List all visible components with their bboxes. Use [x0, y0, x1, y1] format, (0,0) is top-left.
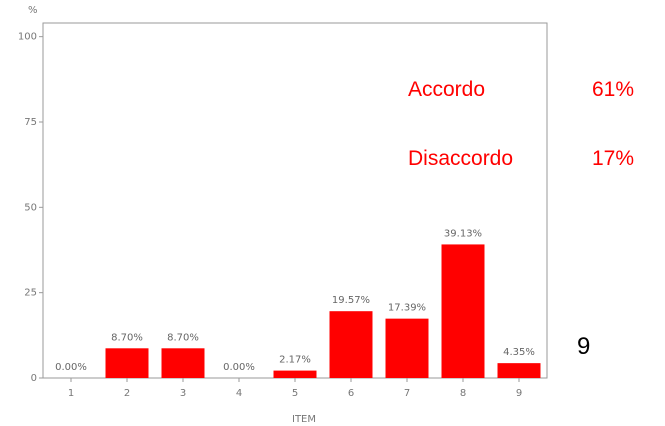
bar	[105, 348, 149, 378]
x-tick-label: 2	[124, 388, 130, 399]
data-label: 8.70%	[167, 332, 199, 343]
data-label: 2.17%	[279, 355, 311, 366]
y-tick-label: 25	[24, 288, 37, 299]
y-tick-label: 50	[24, 202, 37, 213]
x-tick-label: 3	[180, 388, 186, 399]
annotation-accordo-value: 61%	[592, 78, 635, 101]
y-tick-label: 75	[24, 117, 37, 128]
y-tick-label: 100	[18, 32, 37, 43]
data-labels: 0.00% 8.70% 8.70% 0.00% 2.17% 19.57% 17.39% 39.…	[55, 228, 535, 373]
bar	[273, 370, 317, 378]
data-label: 39.13%	[444, 228, 482, 239]
y-tick-label: 0	[31, 373, 37, 384]
data-label: 19.57%	[332, 295, 370, 306]
data-label: 17.39%	[388, 303, 426, 314]
x-tick-label: 4	[236, 388, 242, 399]
x-tick-label: 9	[516, 388, 522, 399]
annotation-disaccordo-value: 17%	[592, 147, 635, 170]
bar	[385, 318, 429, 378]
x-tick-label: 7	[404, 388, 410, 399]
annotation-disaccordo-label: Disaccordo	[408, 147, 514, 170]
bar	[497, 363, 541, 378]
data-label: 4.35%	[503, 347, 535, 358]
data-label: 0.00%	[55, 362, 87, 373]
y-axis: 0 25 50 75 100	[18, 32, 43, 384]
x-tick-label: 6	[348, 388, 354, 399]
x-axis: 1 2 3 4 5 6 7 8 9	[68, 378, 522, 399]
x-axis-title: ITEM	[292, 414, 316, 425]
annotation-accordo-label: Accordo	[408, 78, 486, 101]
bar	[329, 311, 373, 378]
bars	[105, 244, 541, 378]
x-tick-label: 8	[460, 388, 466, 399]
data-label: 8.70%	[111, 332, 143, 343]
data-label: 0.00%	[223, 362, 255, 373]
bar	[161, 348, 205, 378]
y-axis-title: %	[28, 5, 38, 16]
side-number: 9	[577, 333, 591, 360]
x-tick-label: 5	[292, 388, 298, 399]
bar	[441, 244, 485, 378]
x-tick-label: 1	[68, 388, 74, 399]
